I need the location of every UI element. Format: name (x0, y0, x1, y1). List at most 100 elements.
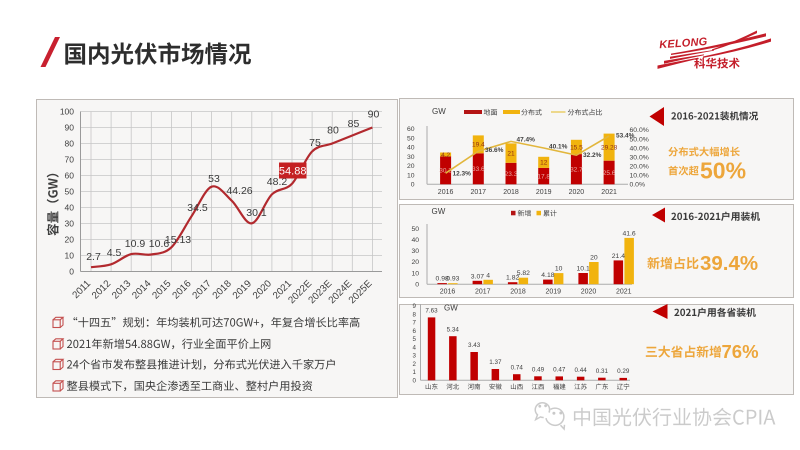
svg-text:70: 70 (65, 155, 75, 165)
svg-text:3.43: 3.43 (468, 342, 481, 349)
svg-text:53: 53 (208, 173, 220, 185)
svg-text:0: 0 (411, 182, 415, 189)
svg-text:32.7: 32.7 (570, 167, 583, 174)
svg-text:0.93: 0.93 (446, 276, 459, 283)
svg-text:47.4%: 47.4% (517, 137, 536, 144)
svg-text:10: 10 (407, 172, 415, 179)
svg-text:2018: 2018 (510, 289, 526, 296)
svg-text:50: 50 (407, 135, 415, 142)
svg-text:5.82: 5.82 (517, 270, 530, 277)
svg-text:0.49: 0.49 (532, 366, 545, 373)
svg-text:0.0%: 0.0% (630, 182, 646, 189)
svg-text:20.0%: 20.0% (630, 163, 649, 170)
svg-text:20: 20 (590, 254, 598, 261)
svg-text:9: 9 (413, 303, 417, 310)
svg-text:90: 90 (65, 123, 75, 133)
svg-text:40.0%: 40.0% (630, 145, 649, 152)
svg-text:4: 4 (486, 272, 490, 279)
svg-text:KELONG: KELONG (659, 36, 708, 51)
svg-text:0.44: 0.44 (574, 367, 587, 374)
svg-text:40.1%: 40.1% (549, 144, 568, 151)
svg-text:33.6: 33.6 (472, 166, 485, 173)
svg-text:30: 30 (407, 154, 415, 161)
svg-text:7.63: 7.63 (425, 308, 438, 315)
svg-text:10.1: 10.1 (577, 265, 590, 272)
svg-text:8: 8 (413, 311, 417, 318)
svg-text:40: 40 (65, 203, 75, 213)
svg-text:1.82: 1.82 (506, 275, 519, 282)
svg-text:6: 6 (413, 328, 417, 335)
svg-text:40: 40 (407, 145, 415, 152)
svg-text:48.2: 48.2 (267, 176, 288, 188)
svg-text:2017: 2017 (471, 189, 487, 196)
svg-text:0.47: 0.47 (553, 367, 566, 374)
svg-text:0.31: 0.31 (596, 368, 609, 375)
svg-text:32.2%: 32.2% (583, 152, 602, 159)
svg-text:1.37: 1.37 (489, 359, 502, 366)
svg-text:30.0%: 30.0% (630, 154, 649, 161)
svg-text:50%: 50% (700, 158, 746, 184)
svg-text:60.0%: 60.0% (630, 127, 649, 134)
svg-text:2015: 2015 (150, 278, 174, 302)
svg-text:2016: 2016 (170, 278, 194, 302)
svg-text:2020: 2020 (569, 189, 585, 196)
svg-text:5: 5 (413, 336, 417, 343)
svg-text:3: 3 (413, 353, 417, 360)
svg-text:2020: 2020 (581, 289, 597, 296)
svg-text:2.7: 2.7 (86, 251, 101, 263)
svg-text:10: 10 (555, 266, 563, 273)
svg-text:2018: 2018 (211, 278, 235, 302)
svg-text:30.3: 30.3 (439, 168, 452, 175)
svg-text:15.5: 15.5 (570, 144, 583, 151)
svg-text:4.18: 4.18 (541, 272, 554, 279)
svg-text:30: 30 (65, 219, 75, 229)
svg-text:0: 0 (415, 281, 419, 288)
svg-text:54.88: 54.88 (279, 166, 307, 178)
svg-text:10.6: 10.6 (149, 238, 170, 250)
svg-text:10: 10 (411, 270, 419, 277)
svg-text:30.1: 30.1 (246, 207, 267, 219)
svg-text:15.13: 15.13 (165, 234, 191, 246)
svg-text:50.0%: 50.0% (630, 136, 649, 143)
svg-text:90: 90 (368, 109, 380, 121)
svg-text:2012: 2012 (90, 278, 113, 301)
svg-text:2011: 2011 (70, 278, 93, 301)
svg-text:12.3%: 12.3% (453, 170, 472, 177)
svg-text:2021: 2021 (601, 189, 617, 196)
svg-text:0.29: 0.29 (617, 368, 630, 375)
svg-text:0.74: 0.74 (511, 364, 524, 371)
svg-text:12: 12 (540, 160, 548, 167)
svg-text:80: 80 (327, 125, 339, 137)
svg-text:17.8: 17.8 (537, 173, 550, 180)
svg-text:39.4%: 39.4% (700, 252, 758, 275)
svg-text:2017: 2017 (475, 289, 491, 296)
svg-text:30: 30 (411, 248, 419, 255)
svg-text:2019: 2019 (545, 289, 561, 296)
svg-text:50: 50 (65, 187, 75, 197)
svg-text:1: 1 (413, 369, 417, 376)
svg-text:36.6%: 36.6% (485, 147, 504, 154)
svg-text:50: 50 (411, 226, 419, 233)
svg-text:60: 60 (65, 171, 75, 181)
svg-text:GW: GW (432, 107, 446, 116)
svg-text:2021: 2021 (616, 289, 632, 296)
svg-text:2020: 2020 (251, 278, 275, 302)
svg-text:29.28: 29.28 (601, 145, 618, 152)
svg-text:GW: GW (444, 304, 458, 313)
svg-text:2025E: 2025E (347, 278, 375, 306)
svg-text:4: 4 (413, 344, 417, 351)
svg-text:2019: 2019 (536, 189, 552, 196)
svg-text:85: 85 (348, 118, 360, 130)
svg-text:10: 10 (65, 251, 75, 261)
svg-text:2016: 2016 (440, 289, 456, 296)
svg-text:2019: 2019 (231, 278, 254, 301)
svg-text:41.6: 41.6 (622, 230, 635, 237)
svg-text:2016: 2016 (438, 189, 454, 196)
svg-text:21: 21 (507, 151, 515, 158)
svg-text:4.5: 4.5 (107, 247, 122, 259)
svg-text:21.4: 21.4 (612, 253, 625, 260)
svg-text:0: 0 (69, 267, 74, 277)
svg-text:2: 2 (413, 361, 417, 368)
svg-text:19.4: 19.4 (472, 142, 485, 149)
svg-text:60: 60 (407, 126, 415, 133)
